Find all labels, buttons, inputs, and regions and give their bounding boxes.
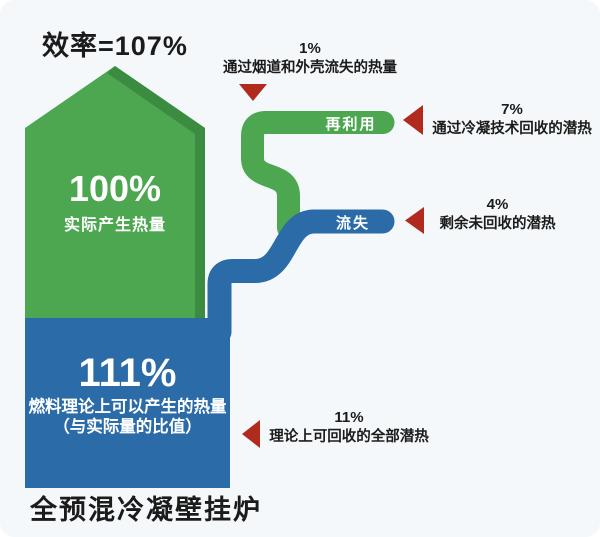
latent-total-value: 11%: [334, 409, 364, 426]
reuse-label: 通过冷凝技术回收的潜热: [432, 121, 592, 137]
heat-arrow-shadow: [107, 66, 205, 318]
latent-arrow-icon: [242, 420, 260, 448]
efficiency-title: 效率=107%: [42, 31, 188, 61]
flue-loss-label: 通过烟道和外壳流失的热量: [223, 60, 397, 76]
flue-loss-arrow-icon: [239, 84, 267, 101]
flue-loss-annotation: 1% 通过烟道和外壳流失的热量: [217, 40, 403, 77]
loss-pipe: [207, 209, 395, 344]
loss-annotation: 4% 剩余未回收的潜热: [425, 196, 570, 233]
reuse-annotation: 7% 通过冷凝技术回收的潜热: [428, 101, 596, 138]
product-title: 全预混冷凝壁挂炉: [30, 495, 262, 525]
latent-total-label: 理论上可回收的全部潜热: [269, 429, 429, 445]
heat-arrow-shape: [25, 66, 205, 318]
loss-arrow-icon: [405, 207, 424, 234]
reuse-value: 7%: [501, 101, 523, 118]
fuel-theoretical-label-line2: （与实际量的比值）: [53, 418, 202, 437]
reuse-arrow-icon: [403, 105, 423, 135]
fuel-block-shape: [25, 318, 230, 488]
reuse-pipe: [241, 111, 395, 240]
loss-value: 4%: [486, 196, 509, 213]
fuel-theoretical-value: 111%: [78, 351, 177, 395]
loss-pipe-tag: 流失: [335, 215, 370, 232]
heat-output-label: 实际产生热量: [63, 216, 166, 234]
latent-total-annotation: 11% 理论上可回收的全部潜热: [263, 409, 435, 446]
flue-loss-value: 1%: [299, 40, 321, 57]
heat-output-value: 100%: [68, 168, 162, 209]
fuel-theoretical-label-line1: 燃料理论上可以产生的热量: [28, 398, 227, 416]
reuse-pipe-tag: 再利用: [325, 116, 377, 133]
fuel-theoretical-block: 111% 燃料理论上可以产生的热量 （与实际量的比值）: [25, 352, 230, 437]
loss-label: 剩余未回收的潜热: [439, 216, 556, 232]
heat-output-block: 100% 实际产生热量: [25, 170, 205, 235]
